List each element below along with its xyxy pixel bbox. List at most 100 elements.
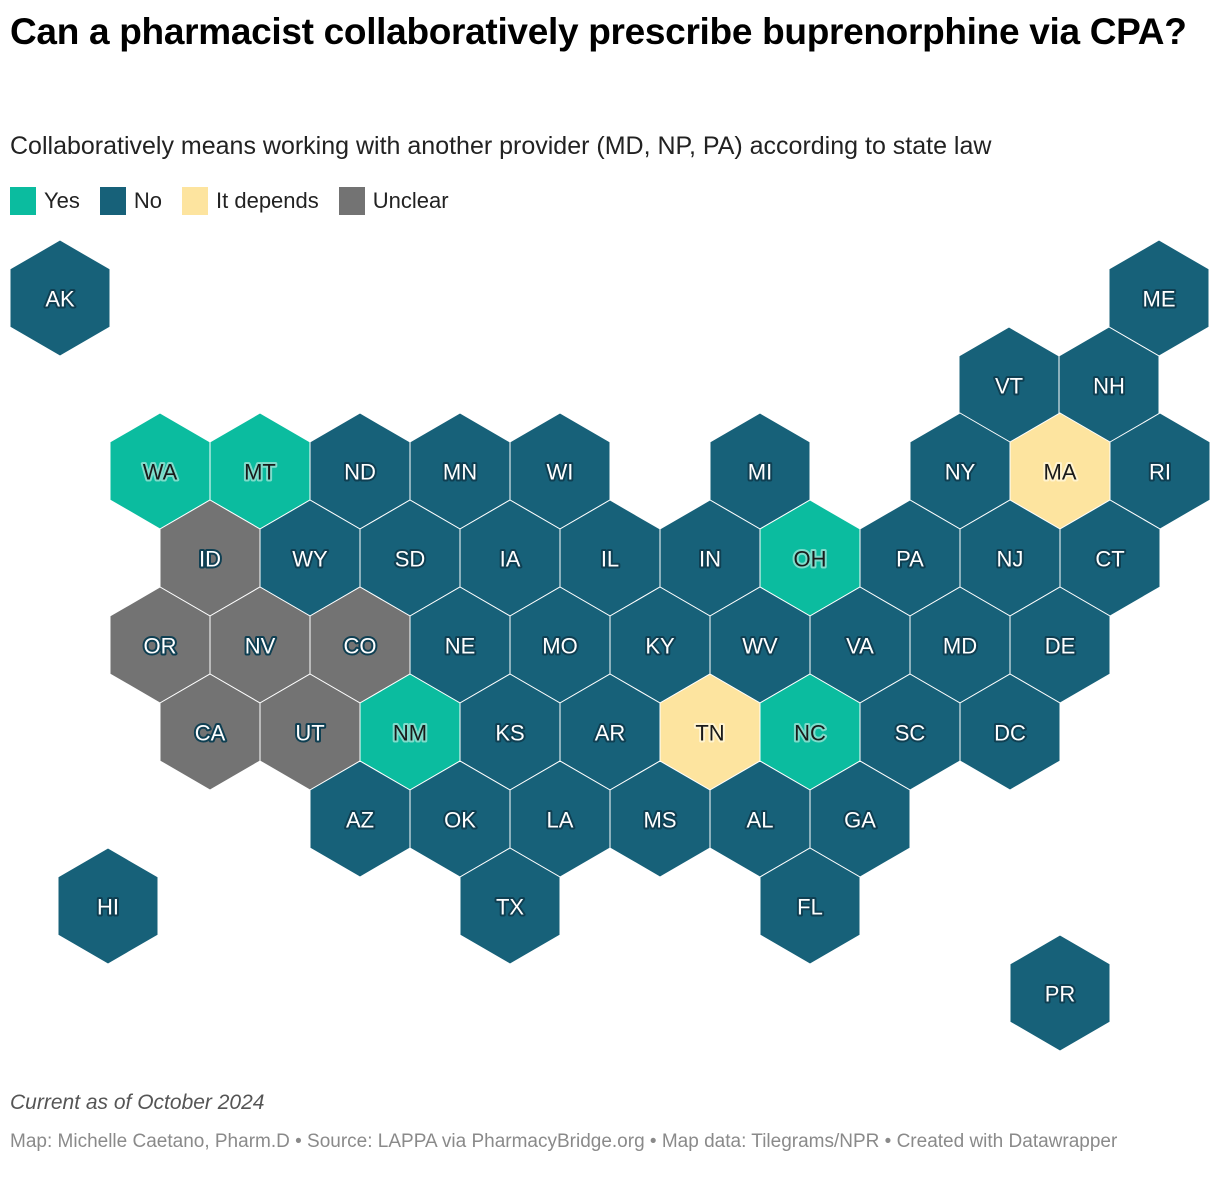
state-hex-ia[interactable]: IA	[459, 499, 561, 617]
hex-shape[interactable]	[1009, 934, 1111, 1052]
state-label: MT	[244, 460, 276, 485]
state-hex-md[interactable]: MD	[909, 586, 1011, 704]
state-label: OK	[444, 808, 476, 833]
legend-swatch-no	[99, 187, 126, 215]
legend-label-unclear: Unclear	[372, 188, 449, 213]
state-hex-ne[interactable]: NE	[409, 586, 511, 704]
state-hex-mt[interactable]: MT	[209, 412, 311, 530]
state-hex-ct[interactable]: CT	[1059, 499, 1161, 617]
state-hex-nj[interactable]: NJ	[959, 499, 1061, 617]
legend-swatch-unclear	[338, 187, 365, 215]
state-hex-va[interactable]: VA	[809, 586, 911, 704]
legend-label-yes: Yes	[44, 188, 80, 213]
chart-title: Can a pharmacist collaboratively prescri…	[10, 11, 1187, 52]
state-hex-tn[interactable]: TN	[659, 673, 761, 791]
state-label: AZ	[346, 808, 374, 833]
state-label: WY	[292, 547, 328, 572]
state-hex-ms[interactable]: MS	[609, 760, 711, 878]
state-hex-pr[interactable]: PR	[1009, 934, 1111, 1052]
state-hex-ri[interactable]: RI	[1109, 412, 1211, 530]
state-hex-me[interactable]: ME	[1108, 239, 1210, 357]
state-label: HI	[97, 895, 119, 920]
state-hex-fl[interactable]: FL	[759, 847, 861, 965]
state-hex-mo[interactable]: MO	[509, 586, 611, 704]
state-label: WI	[547, 460, 574, 485]
state-label: MI	[748, 460, 772, 485]
legend-swatch-it-depends	[182, 187, 209, 215]
state-label: MN	[443, 460, 477, 485]
state-label: MA	[1044, 460, 1077, 485]
state-label: UT	[295, 721, 324, 746]
state-label: NJ	[997, 547, 1024, 572]
state-hex-de[interactable]: DE	[1009, 586, 1111, 704]
state-hex-pa[interactable]: PA	[859, 499, 961, 617]
footer-credits: Map: Michelle Caetano, Pharm.D • Source:…	[10, 1131, 1118, 1152]
hex-shape[interactable]	[9, 239, 111, 357]
state-label: CT	[1095, 547, 1124, 572]
state-hex-ar[interactable]: AR	[559, 673, 661, 791]
state-hex-vt[interactable]: VT	[958, 326, 1060, 444]
state-hex-nm[interactable]: NM	[359, 673, 461, 791]
state-hex-sc[interactable]: SC	[859, 673, 961, 791]
state-hex-wy[interactable]: WY	[259, 499, 361, 617]
state-label: IL	[601, 547, 619, 572]
state-label: AL	[747, 808, 774, 833]
hex-shape[interactable]	[459, 847, 561, 965]
state-hex-ny[interactable]: NY	[909, 412, 1011, 530]
state-label: RI	[1149, 460, 1171, 485]
state-label: KY	[645, 634, 675, 659]
state-hex-ga[interactable]: GA	[809, 760, 911, 878]
state-label: DE	[1045, 634, 1076, 659]
legend-label-no: No	[133, 188, 163, 213]
state-label: FL	[797, 895, 823, 920]
state-label: TN	[695, 721, 724, 746]
state-label: TX	[496, 895, 524, 920]
state-hex-oh[interactable]: OH	[759, 499, 861, 617]
state-label: ME	[1143, 287, 1176, 312]
state-label: PA	[896, 547, 924, 572]
state-hex-or[interactable]: OR	[109, 586, 211, 704]
hex-shape[interactable]	[57, 847, 159, 965]
state-hex-hi[interactable]: HI	[57, 847, 159, 965]
state-hex-wa[interactable]: WA	[109, 412, 211, 530]
state-label: NY	[945, 460, 976, 485]
state-hex-id[interactable]: ID	[159, 499, 261, 617]
state-label: PR	[1045, 982, 1076, 1007]
state-hex-nd[interactable]: ND	[309, 412, 411, 530]
state-label: MO	[542, 634, 577, 659]
state-label: GA	[844, 808, 876, 833]
hex-shape[interactable]	[959, 673, 1061, 791]
state-label: NC	[794, 721, 826, 746]
state-label: WV	[742, 634, 778, 659]
chart-subtitle: Collaboratively means working with anoth…	[10, 132, 992, 160]
state-label: SD	[395, 547, 426, 572]
state-label: DC	[994, 721, 1026, 746]
legend-item-unclear: Unclear	[338, 187, 449, 215]
hex-shape[interactable]	[759, 847, 861, 965]
state-hex-mn[interactable]: MN	[409, 412, 511, 530]
state-label: IA	[500, 547, 521, 572]
legend-swatch-yes	[10, 187, 36, 215]
legend-item-it-depends: It depends	[182, 187, 319, 215]
state-label: CO	[344, 634, 377, 659]
state-label: AK	[45, 287, 75, 312]
state-hex-co[interactable]: CO	[309, 586, 411, 704]
state-hex-wv[interactable]: WV	[709, 586, 811, 704]
state-hex-ma[interactable]: MA	[1009, 412, 1111, 530]
state-label: OR	[144, 634, 177, 659]
state-label: MS	[644, 808, 677, 833]
state-hex-ca[interactable]: CA	[159, 673, 261, 791]
state-label: IN	[699, 547, 721, 572]
legend-item-yes: Yes	[10, 187, 80, 215]
state-hex-nh[interactable]: NH	[1058, 326, 1160, 444]
state-label: NE	[445, 634, 476, 659]
state-hex-tx[interactable]: TX	[459, 847, 561, 965]
state-label: VA	[846, 634, 874, 659]
notes: Current as of October 2024	[10, 1091, 265, 1114]
state-label: CA	[195, 721, 226, 746]
state-hex-dc[interactable]: DC	[959, 673, 1061, 791]
state-hex-ks[interactable]: KS	[459, 673, 561, 791]
state-hex-ak[interactable]: AK	[9, 239, 111, 357]
state-hex-la[interactable]: LA	[509, 760, 611, 878]
state-hex-mi[interactable]: MI	[709, 412, 811, 530]
